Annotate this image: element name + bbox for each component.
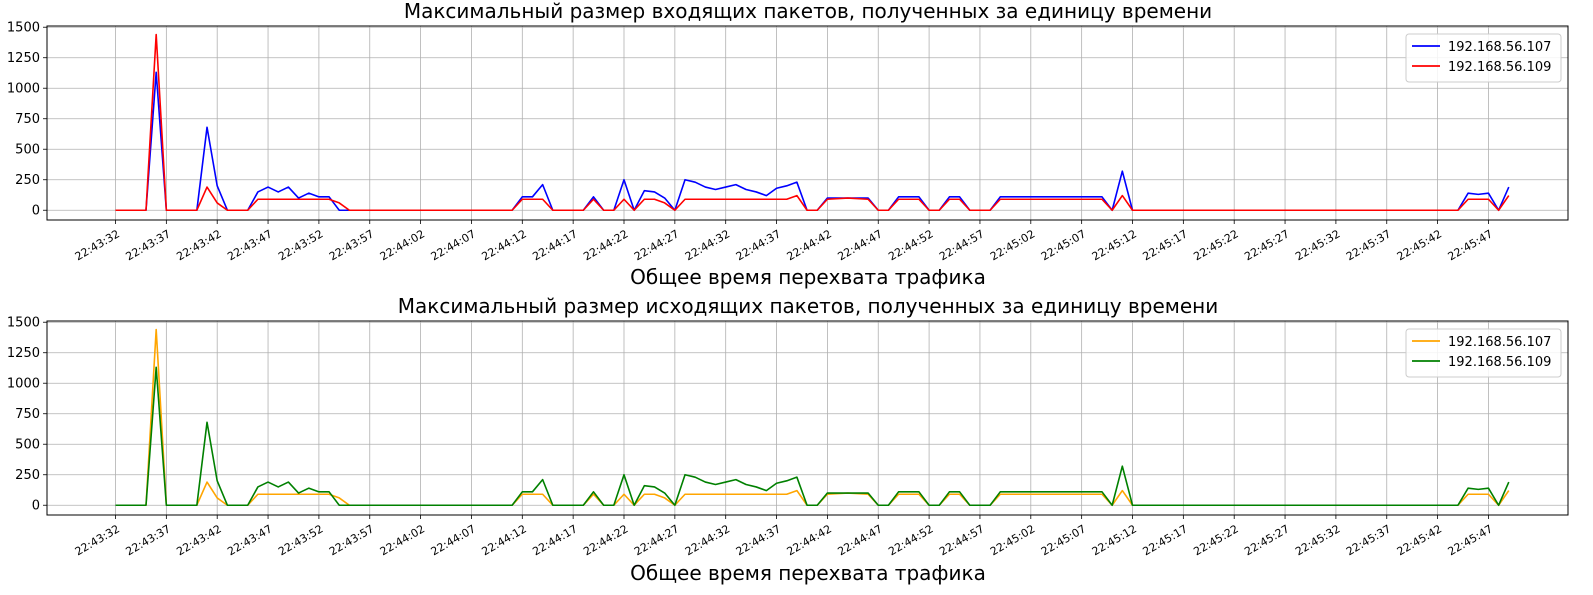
chart-title: Максимальный размер входящих пакетов, по… (404, 0, 1212, 23)
legend-label: 192.168.56.107 (1448, 335, 1551, 350)
x-tick-label: 22:45:47 (1446, 522, 1495, 558)
x-tick-label: 22:45:02 (988, 227, 1037, 263)
x-tick-label: 22:43:42 (174, 522, 223, 558)
x-tick-label: 22:45:27 (1242, 522, 1291, 558)
y-tick-label: 1500 (7, 21, 40, 36)
y-tick-label: 1000 (7, 82, 40, 97)
x-tick-label: 22:45:27 (1242, 227, 1291, 263)
plot-frame (46, 320, 1569, 516)
x-tick-label: 22:43:42 (174, 227, 223, 263)
x-tick-label: 22:43:47 (225, 227, 274, 263)
x-tick-label: 22:45:12 (1090, 522, 1139, 558)
x-tick-label: 22:44:57 (937, 227, 986, 263)
y-tick-label: 250 (15, 173, 40, 188)
y-tick-label: 1500 (7, 316, 40, 331)
x-tick-label: 22:44:07 (429, 227, 478, 263)
x-tick-label: 22:44:27 (632, 227, 681, 263)
x-tick-label: 22:44:22 (581, 522, 630, 558)
x-tick-label: 22:45:17 (1141, 227, 1190, 263)
x-tick-label: 22:44:57 (937, 522, 986, 558)
x-axis-label: Общее время перехвата трафика (630, 561, 986, 585)
x-tick-label: 22:45:07 (1039, 522, 1088, 558)
series-line-192-168-56-107 (115, 328, 1510, 507)
y-tick-label: 250 (15, 468, 40, 483)
x-tick-label: 22:45:22 (1191, 522, 1240, 558)
x-tick-label: 22:43:37 (124, 227, 173, 263)
x-tick-label: 22:45:12 (1090, 227, 1139, 263)
x-tick-label: 22:44:42 (785, 522, 834, 558)
series-line-192-168-56-107 (115, 71, 1510, 212)
x-tick-label: 22:44:47 (835, 227, 884, 263)
x-tick-label: 22:45:42 (1395, 227, 1444, 263)
x-tick-label: 22:44:52 (886, 227, 935, 263)
x-tick-label: 22:44:37 (734, 227, 783, 263)
x-tick-label: 22:44:12 (480, 227, 529, 263)
x-tick-label: 22:44:27 (632, 522, 681, 558)
chart-title: Максимальный размер исходящих пакетов, п… (398, 294, 1219, 318)
x-tick-label: 22:45:37 (1344, 227, 1393, 263)
series-line-192-168-56-109 (115, 366, 1510, 507)
legend: 192.168.56.107 192.168.56.109 (1405, 33, 1562, 83)
x-tick-label: 22:44:17 (530, 522, 579, 558)
x-tick-label: 22:44:52 (886, 522, 935, 558)
legend: 192.168.56.107 192.168.56.109 (1405, 328, 1562, 378)
x-tick-label: 22:43:32 (73, 522, 122, 558)
x-tick-label: 22:43:57 (327, 522, 376, 558)
x-tick-label: 22:43:32 (73, 227, 122, 263)
x-tick-label: 22:45:47 (1446, 227, 1495, 263)
x-tick-label: 22:43:37 (124, 522, 173, 558)
incoming-packets-panel: Максимальный размер входящих пакетов, по… (7, 0, 1569, 289)
y-tick-label: 1250 (7, 51, 40, 66)
x-tick-label: 22:45:17 (1141, 522, 1190, 558)
y-tick-label: 750 (15, 407, 40, 422)
x-tick-label: 22:44:02 (378, 522, 427, 558)
x-tick-label: 22:45:02 (988, 522, 1037, 558)
x-tick-label: 22:45:07 (1039, 227, 1088, 263)
x-tick-label: 22:45:32 (1293, 227, 1342, 263)
x-tick-label: 22:44:42 (785, 227, 834, 263)
y-tick-label: 500 (15, 143, 40, 158)
y-tick-label: 1250 (7, 346, 40, 361)
x-tick-label: 22:44:02 (378, 227, 427, 263)
y-tick-label: 0 (32, 499, 40, 514)
x-axis-label: Общее время перехвата трафика (630, 265, 986, 289)
legend-box (1405, 33, 1562, 83)
x-tick-label: 22:43:57 (327, 227, 376, 263)
x-tick-label: 22:45:22 (1191, 227, 1240, 263)
outgoing-packets-panel: Максимальный размер исходящих пакетов, п… (7, 294, 1569, 585)
x-tick-label: 22:44:07 (429, 522, 478, 558)
legend-box (1405, 328, 1562, 378)
y-tick-label: 1000 (7, 377, 40, 392)
x-tick-label: 22:44:37 (734, 522, 783, 558)
x-tick-label: 22:44:32 (683, 522, 732, 558)
x-tick-label: 22:45:37 (1344, 522, 1393, 558)
x-tick-label: 22:45:42 (1395, 522, 1444, 558)
x-tick-label: 22:44:12 (480, 522, 529, 558)
x-tick-label: 22:44:47 (835, 522, 884, 558)
x-tick-label: 22:44:17 (530, 227, 579, 263)
plot-frame (46, 25, 1569, 221)
x-tick-label: 22:43:47 (225, 522, 274, 558)
legend-label: 192.168.56.109 (1448, 60, 1551, 75)
x-tick-label: 22:45:32 (1293, 522, 1342, 558)
x-tick-label: 22:43:52 (276, 522, 325, 558)
x-tick-label: 22:43:52 (276, 227, 325, 263)
series-line-192-168-56-109 (115, 33, 1510, 212)
x-tick-label: 22:44:32 (683, 227, 732, 263)
y-tick-label: 750 (15, 112, 40, 127)
legend-label: 192.168.56.107 (1448, 40, 1551, 55)
y-tick-label: 500 (15, 438, 40, 453)
y-tick-label: 0 (32, 204, 40, 219)
x-tick-label: 22:44:22 (581, 227, 630, 263)
legend-label: 192.168.56.109 (1448, 355, 1551, 370)
